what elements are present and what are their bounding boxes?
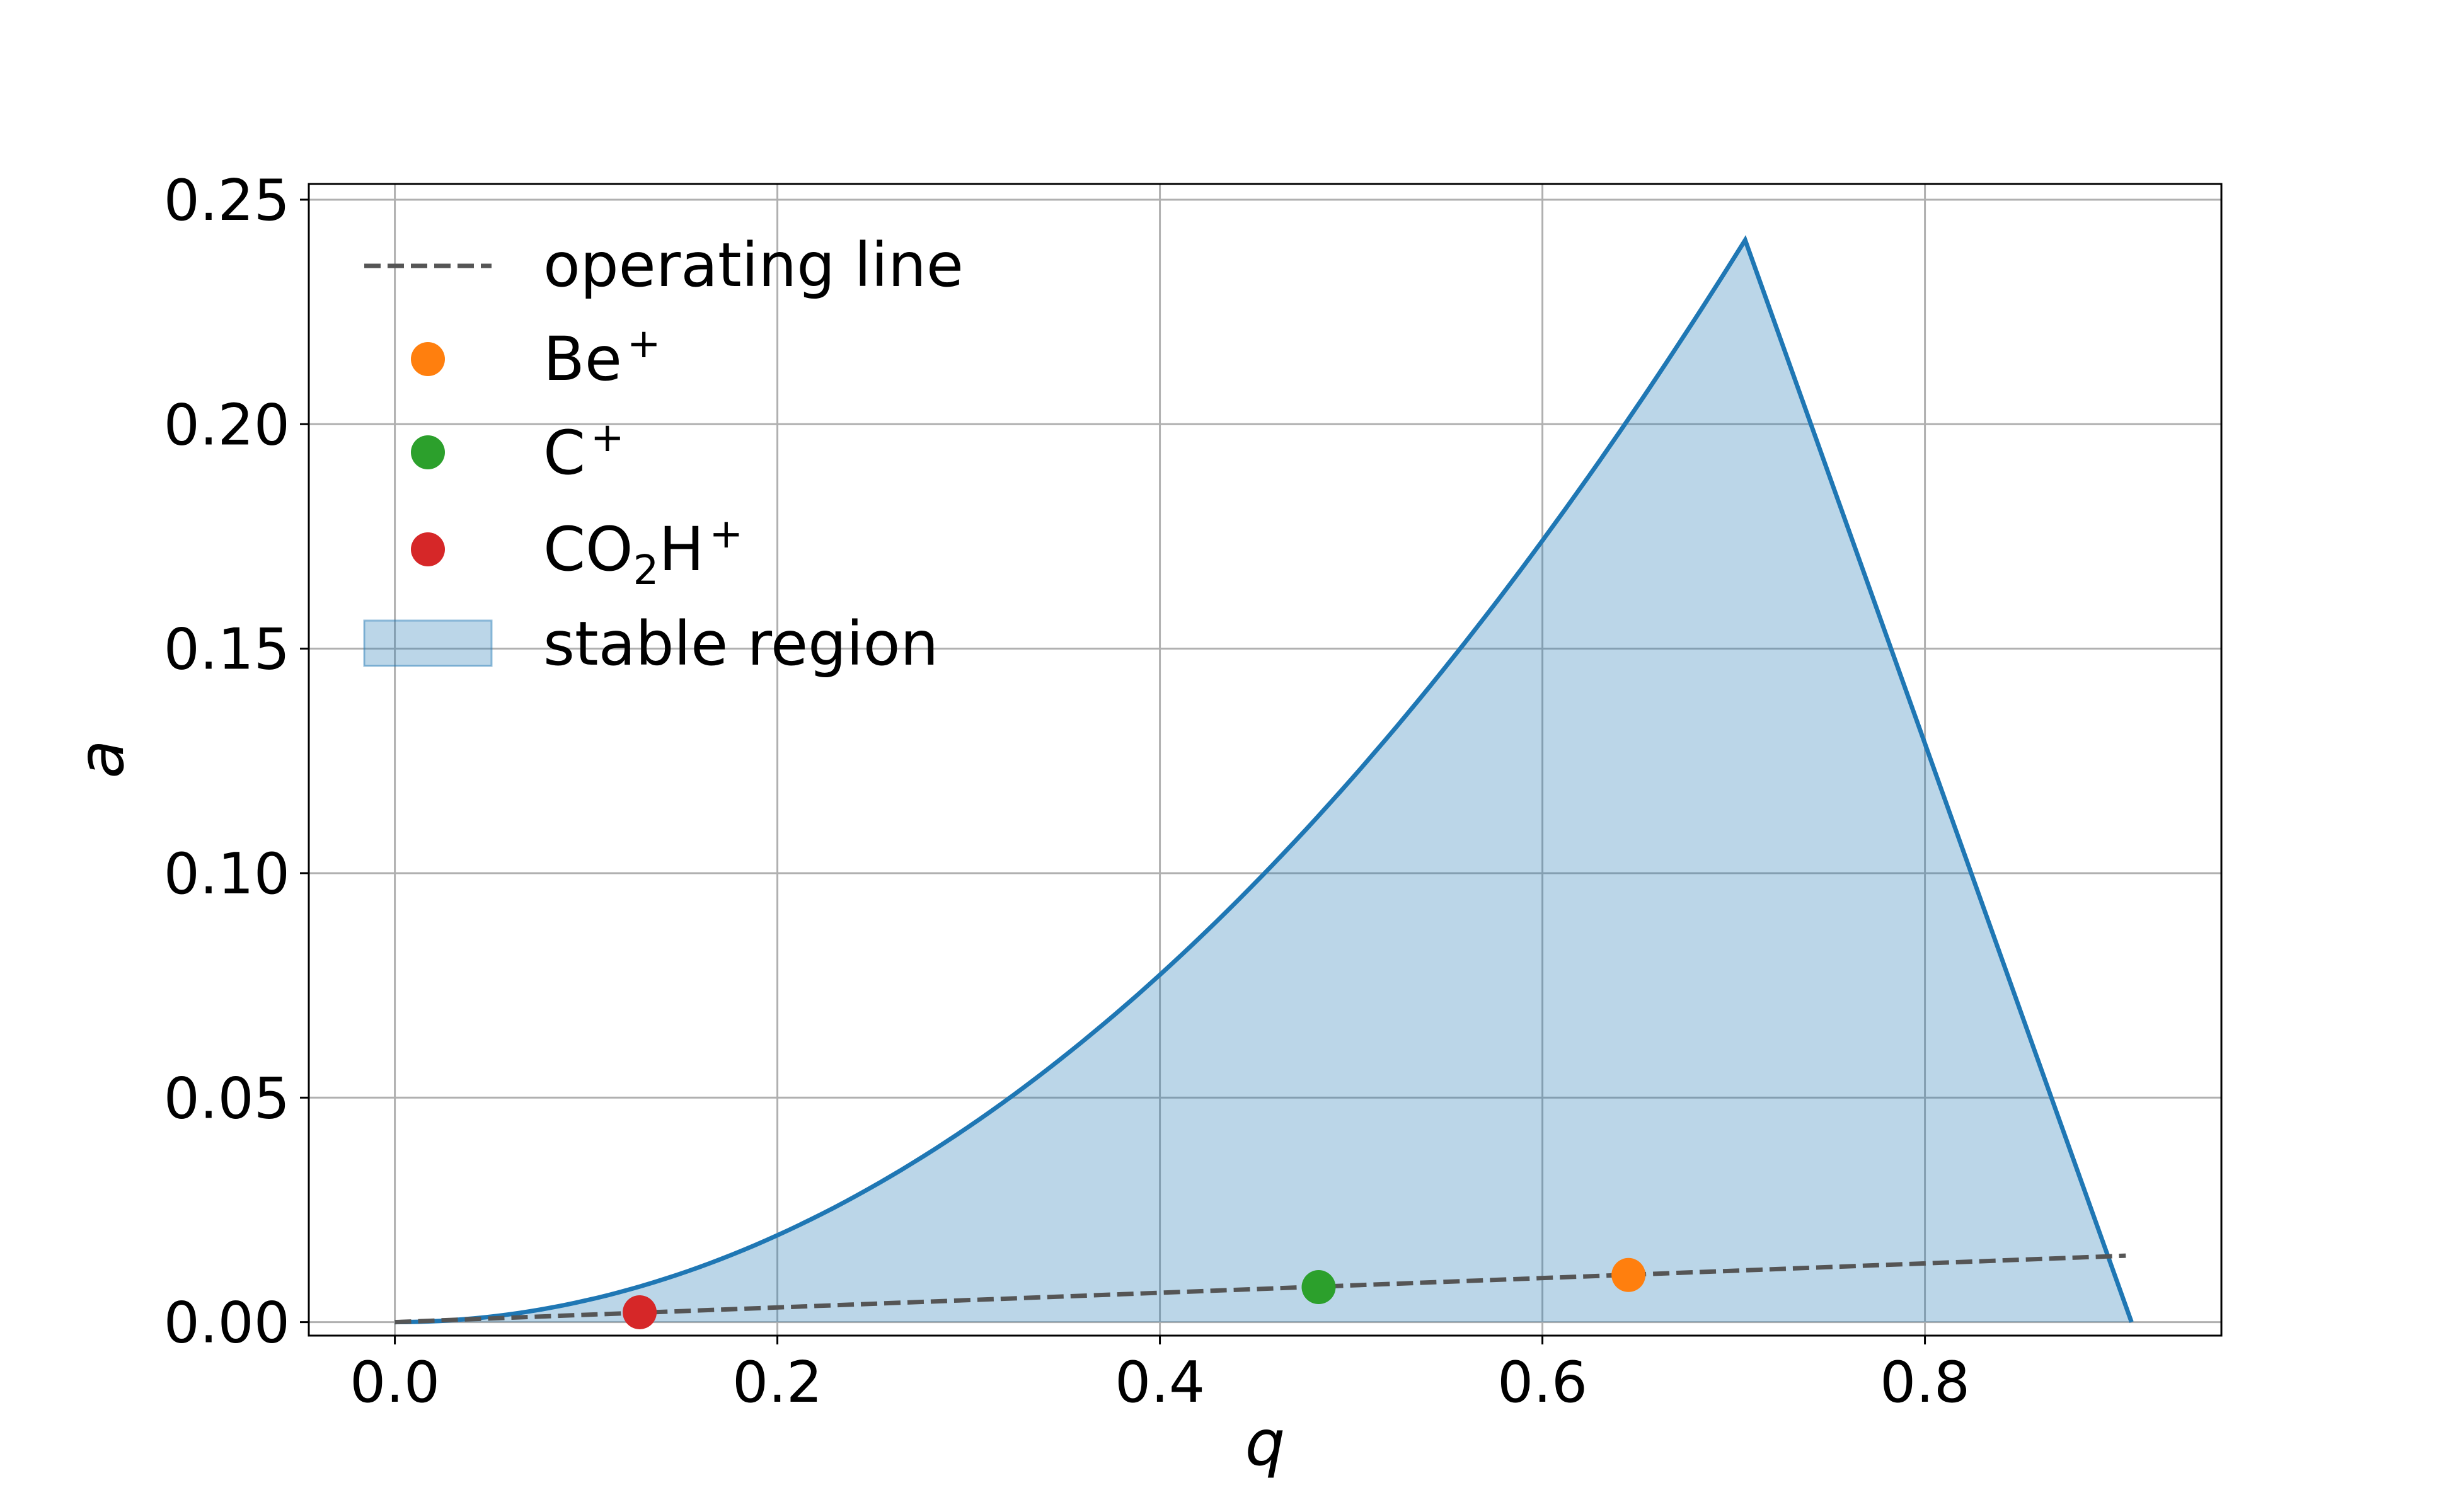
y-tick-label: 0.15 [164, 617, 290, 683]
axis-ticks: 0.0 0.2 0.4 0.6 0.8 0.00 0.05 0.10 0.15 0.20 0.25 [164, 168, 1971, 1416]
x-tick-label: 0.4 [1115, 1349, 1205, 1416]
y-tick-label: 0.20 [164, 392, 290, 458]
stability-boundary-line [394, 235, 2134, 1325]
legend-swatch-c-plus [411, 435, 445, 469]
legend-label-stable-region: stable region [543, 609, 938, 679]
stable-region-area [394, 240, 2132, 1322]
legend-swatch-stable-region [363, 619, 493, 667]
y-tick-label: 0.10 [164, 841, 290, 907]
x-axis-label: q [1245, 1406, 1285, 1480]
point-c-plus [1301, 1270, 1336, 1305]
plot-data [394, 235, 2134, 1329]
y-axis-label: a [64, 740, 138, 778]
x-tick-label: 0.2 [732, 1349, 822, 1416]
plot-frame [308, 183, 2223, 1337]
legend-label-c-plus: C + [543, 415, 625, 488]
legend: operating line Be + C + CO2H + stable regio… [363, 230, 964, 679]
y-tick-label: 0.05 [164, 1065, 290, 1131]
point-be-plus [1611, 1257, 1646, 1292]
legend-label-co2h-plus: CO2H + [543, 511, 743, 594]
operating-line [394, 1253, 2126, 1325]
x-tick-label: 0.8 [1880, 1349, 1970, 1416]
legend-swatch-co2h-plus [411, 532, 445, 566]
point-co2h-plus [623, 1295, 657, 1329]
y-tick-label: 0.00 [164, 1290, 290, 1356]
x-tick-label: 0.0 [350, 1349, 440, 1416]
legend-swatch-be-plus [411, 342, 445, 376]
legend-label-be-plus: Be + [543, 321, 661, 394]
legend-label-operating-line: operating line [543, 230, 964, 301]
y-tick-label: 0.25 [164, 168, 290, 234]
x-tick-label: 0.6 [1497, 1349, 1587, 1416]
